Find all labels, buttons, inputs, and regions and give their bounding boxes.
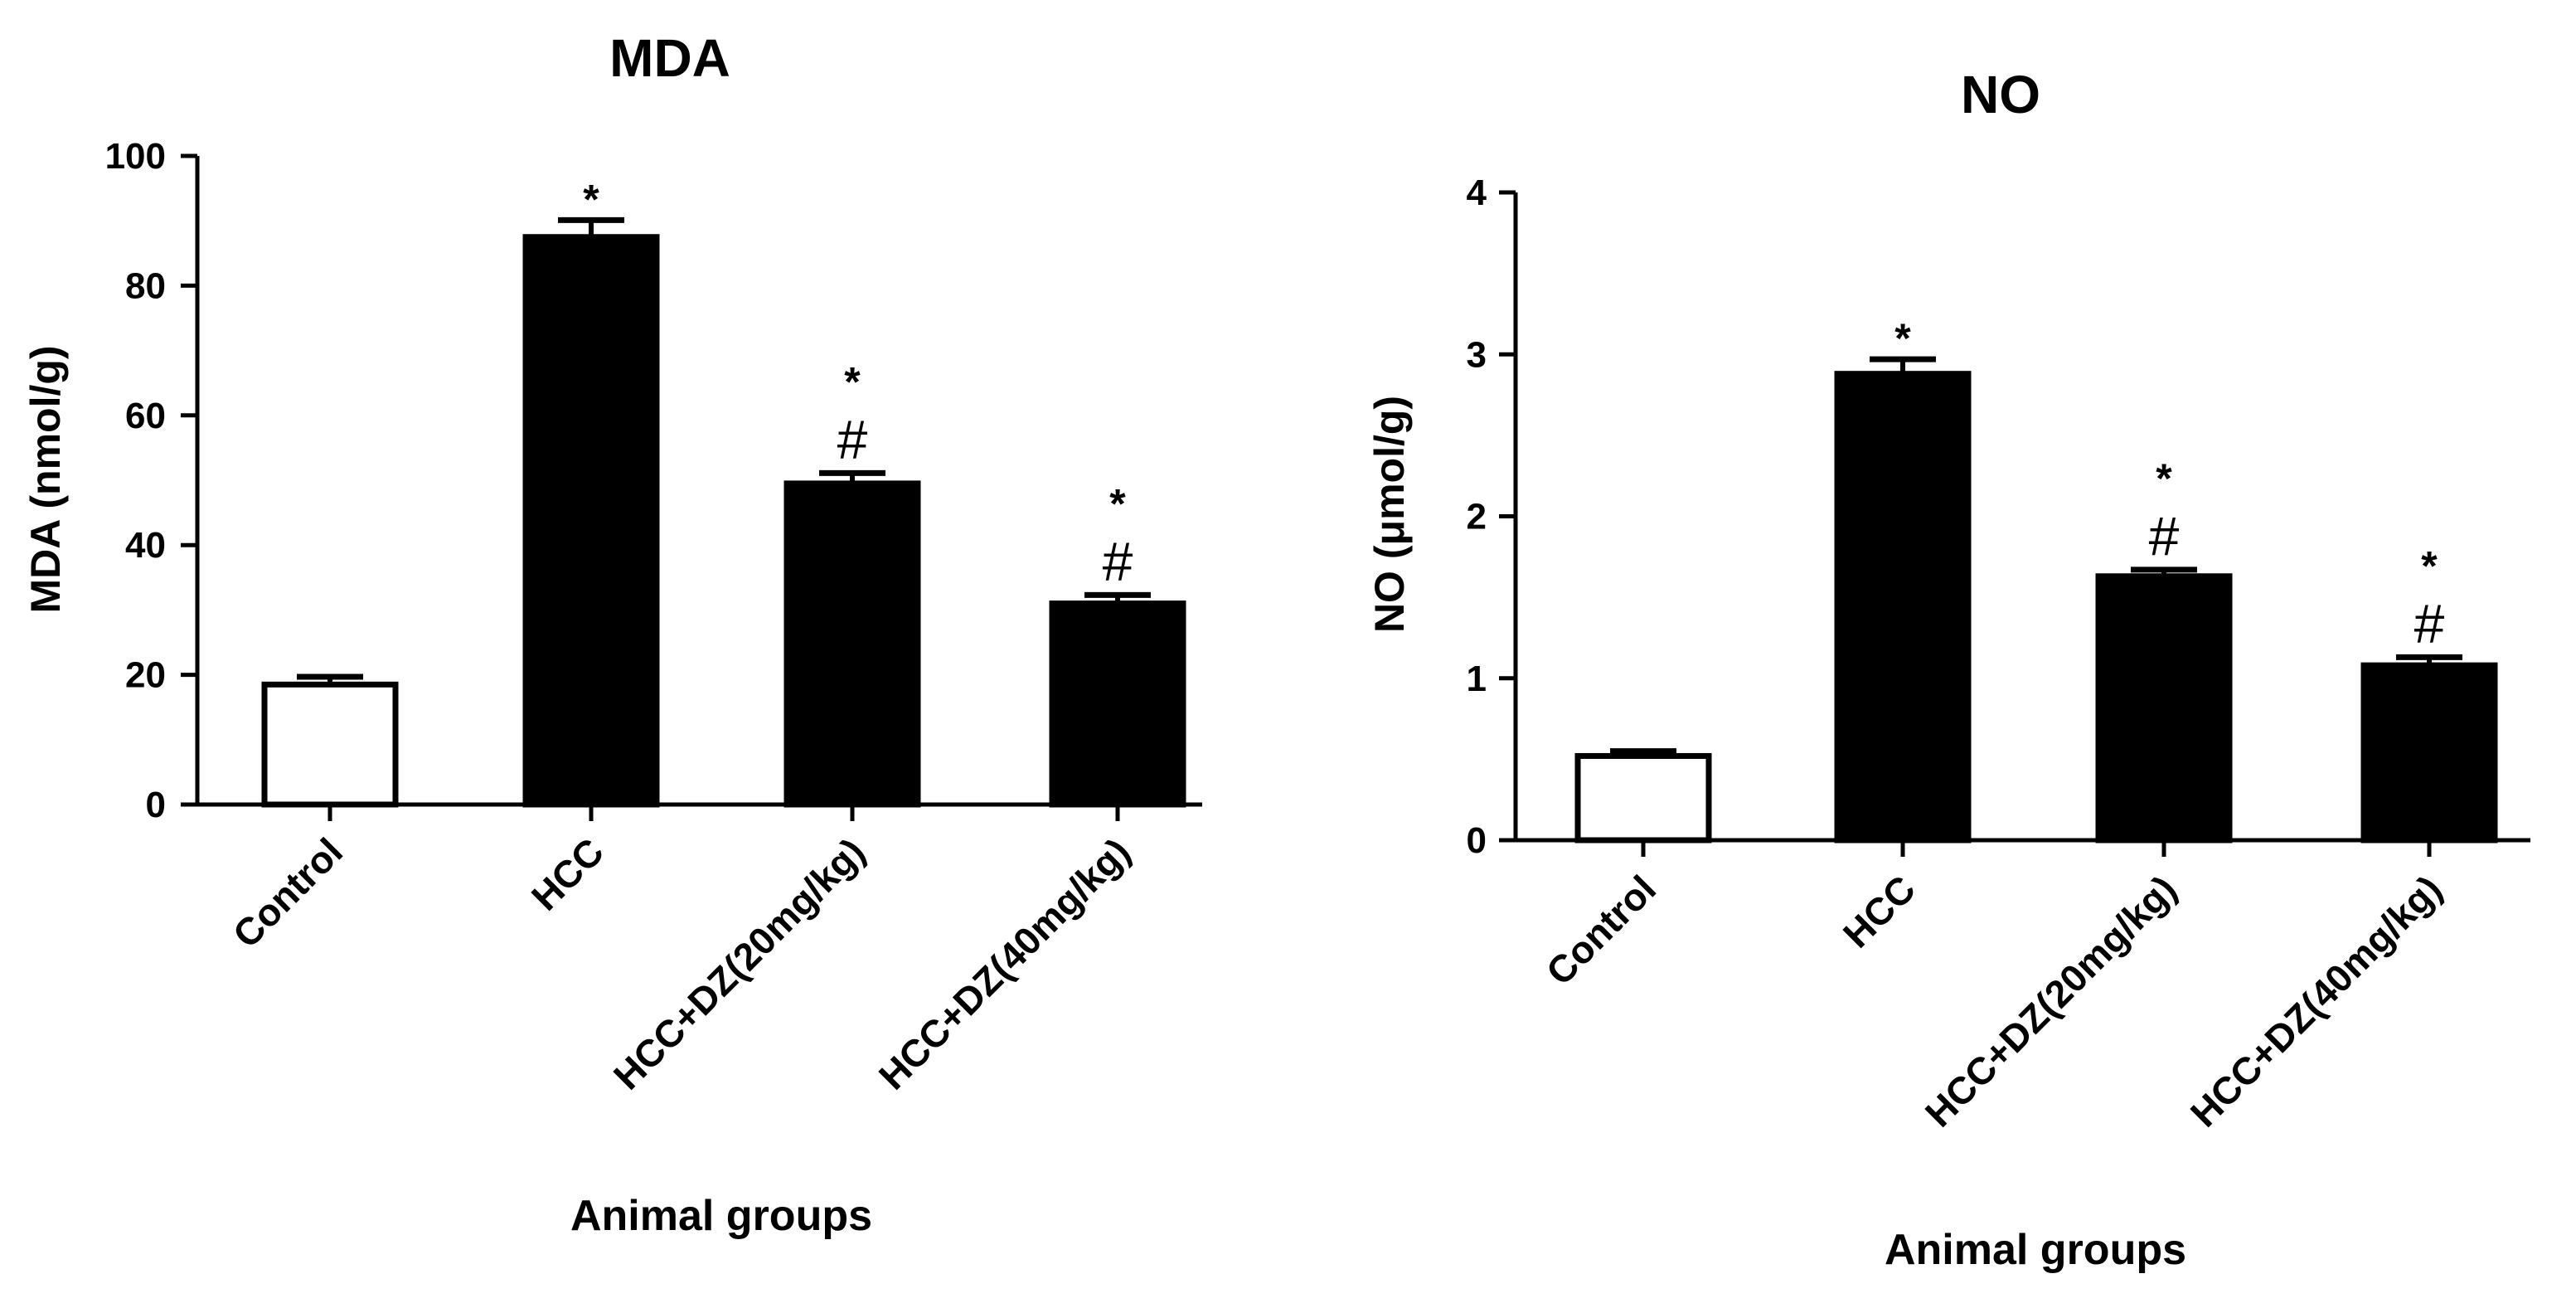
mda-x-axis-label: Animal groups bbox=[570, 1192, 872, 1240]
no-asterisk-marker: * bbox=[1894, 315, 1911, 362]
no-hash-marker: # bbox=[2149, 505, 2180, 566]
no-y-tick-label: 0 bbox=[1467, 820, 1487, 861]
mda-asterisk-marker: * bbox=[1109, 480, 1126, 527]
mda-category-label: HCC bbox=[523, 829, 612, 918]
mda-y-tick-label: 80 bbox=[125, 265, 166, 306]
mda-asterisk-marker: * bbox=[583, 176, 599, 222]
mda-bar-1 bbox=[261, 681, 399, 808]
mda-hash-marker: # bbox=[837, 408, 868, 469]
no-hash-marker: # bbox=[2414, 592, 2445, 654]
mda-category-label: HCC+DZ(40mg/kg) bbox=[871, 829, 1138, 1097]
no-bar-1 bbox=[1574, 752, 1712, 844]
no-asterisk-marker: * bbox=[2156, 455, 2172, 502]
no-y-tick-label: 4 bbox=[1467, 173, 1487, 213]
mda-y-tick-label: 40 bbox=[125, 525, 166, 566]
no-category-label: HCC+DZ(40mg/kg) bbox=[2182, 867, 2450, 1135]
no-y-tick-label: 3 bbox=[1467, 334, 1487, 375]
no-y-axis-label: NO (μmol/g) bbox=[1366, 396, 1413, 633]
mda-bar-4 bbox=[1049, 600, 1186, 808]
mda-y-tick-label: 100 bbox=[105, 136, 166, 177]
no-bar-2 bbox=[1834, 371, 1972, 844]
mda-y-tick-label: 20 bbox=[125, 655, 166, 696]
no-asterisk-marker: * bbox=[2421, 542, 2438, 589]
mda-category-label: HCC+DZ(20mg/kg) bbox=[605, 829, 873, 1097]
no-category-label: Control bbox=[1538, 867, 1664, 993]
mda-y-tick-label: 0 bbox=[146, 785, 166, 825]
no-chart-title: NO bbox=[1961, 65, 2040, 124]
no-category-label: HCC bbox=[1835, 867, 1924, 955]
mda-bar-3 bbox=[783, 480, 921, 808]
mda-y-tick-label: 60 bbox=[125, 396, 166, 436]
no-category-label: HCC+DZ(20mg/kg) bbox=[1917, 867, 2185, 1135]
mda-y-axis-label: MDA (nmol/g) bbox=[22, 345, 69, 613]
mda-asterisk-marker: * bbox=[844, 358, 861, 405]
mda-bar-2 bbox=[522, 234, 660, 808]
no-y-tick-label: 1 bbox=[1467, 659, 1487, 699]
mda-chart: MDA MDA (nmol/g) Animal groups 0 20 40 60 80… bbox=[22, 28, 1202, 1240]
mda-category-label: Control bbox=[225, 829, 351, 955]
no-bar-3 bbox=[2095, 573, 2233, 844]
no-y-tick-label: 2 bbox=[1467, 497, 1487, 537]
no-chart: NO NO (μmol/g) Animal groups 0 1 2 3 4 Contro… bbox=[1366, 65, 2530, 1274]
mda-hash-marker: # bbox=[1103, 530, 1133, 591]
mda-chart-title: MDA bbox=[609, 28, 730, 88]
no-bar-4 bbox=[2360, 662, 2498, 844]
no-x-axis-label: Animal groups bbox=[1885, 1226, 2186, 1274]
